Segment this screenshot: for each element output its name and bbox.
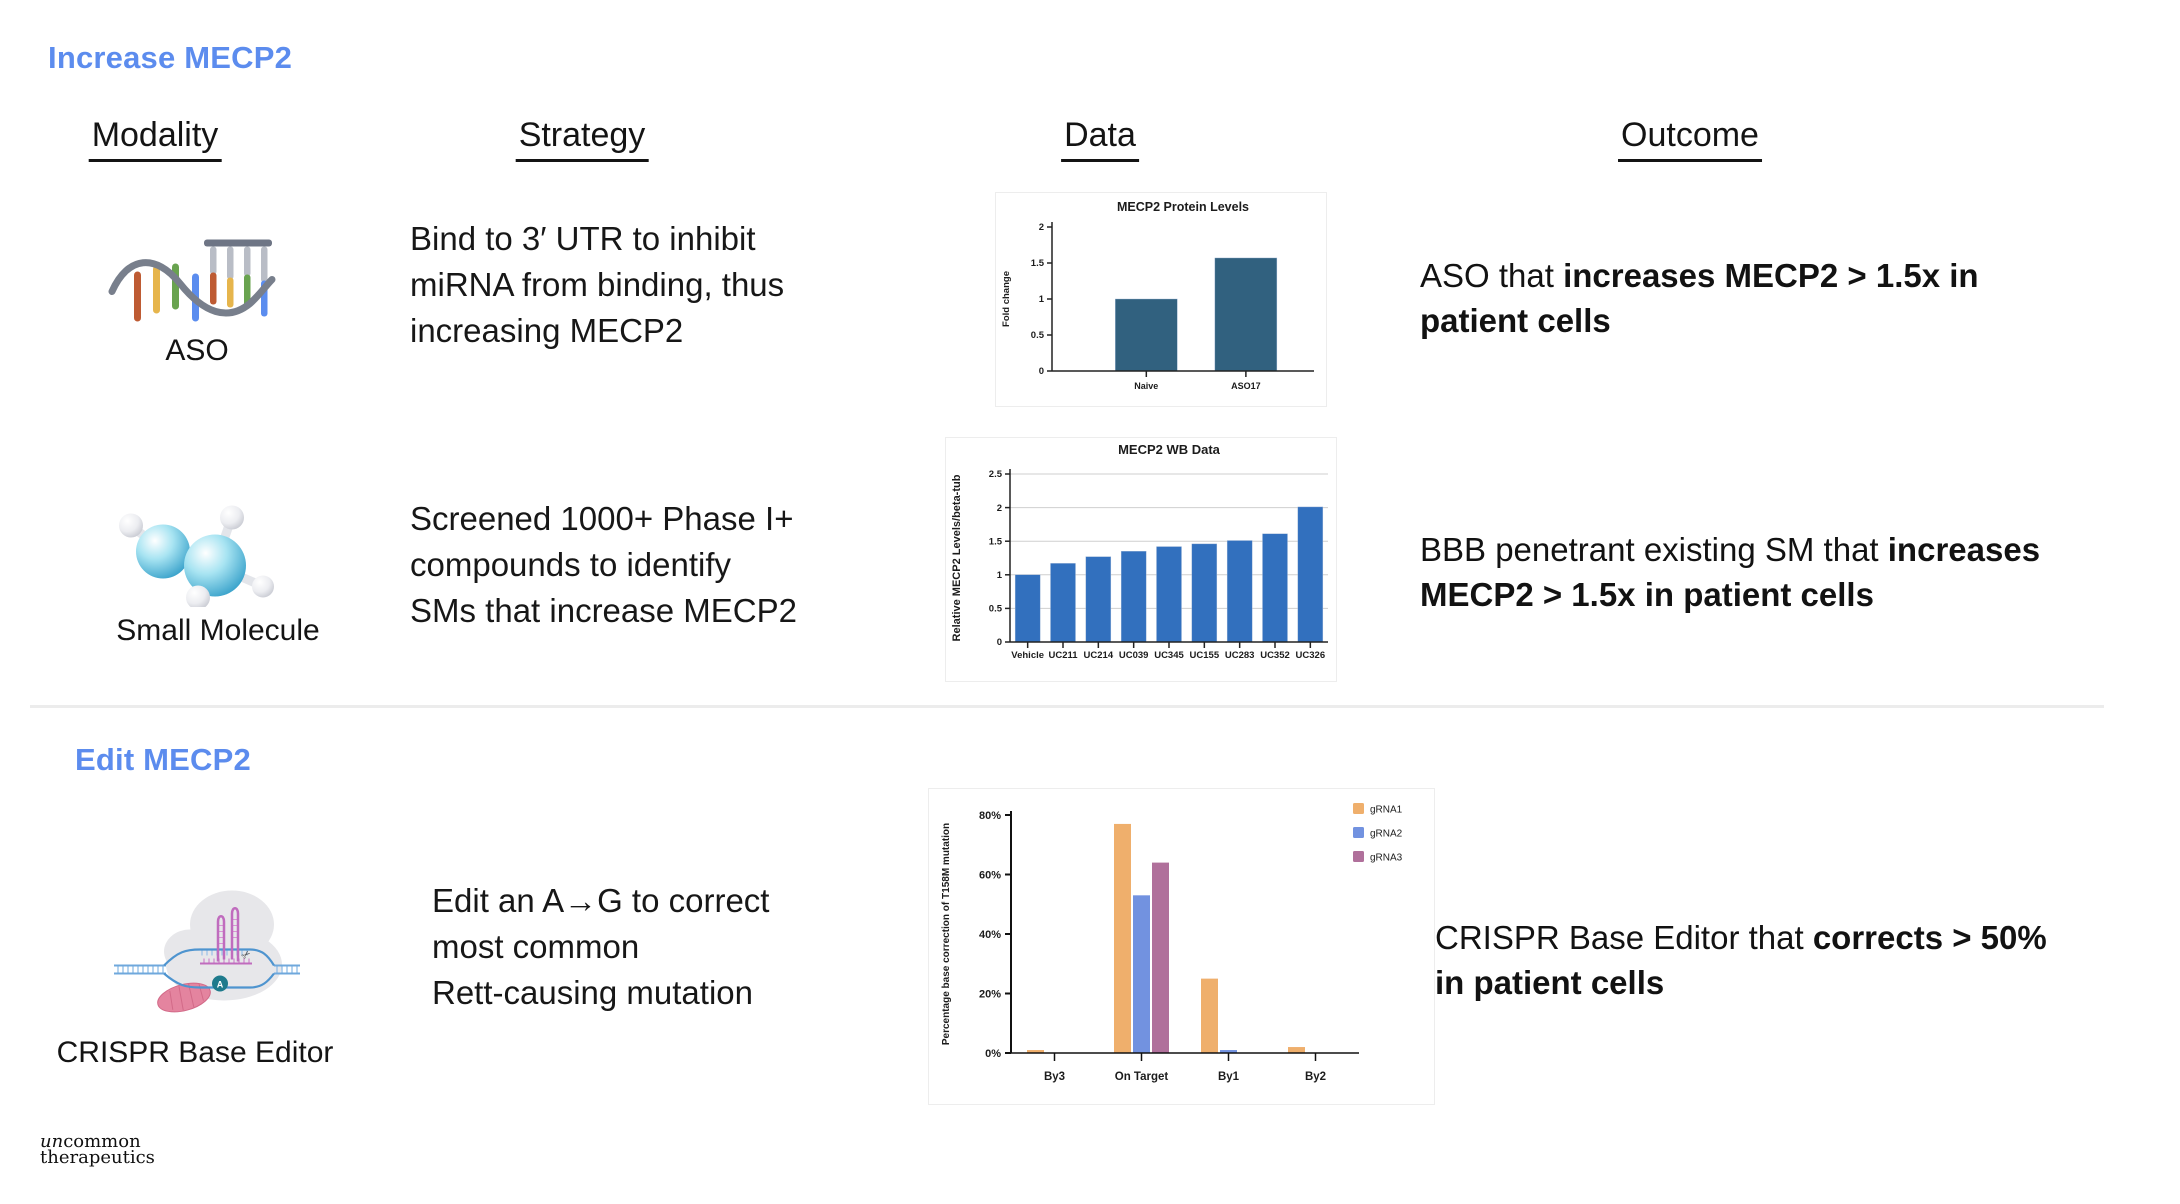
outcome-text-crispr: CRISPR Base Editor that corrects > 50% i… [1435,919,2047,1001]
logo-line-2: therapeutics [40,1147,155,1168]
outcome-text-small-molecule: BBB penetrant existing SM that increases… [1420,531,2041,613]
svg-text:A: A [217,980,224,990]
column-header-modality: Modality [88,116,222,162]
svg-text:0.5: 0.5 [989,604,1003,615]
chart-base-correction-t158m: 0% 20% 40% 60% 80% By3 On Target By1 By2 Percenta… [928,788,1435,1105]
modality-label-crispr-base-editor: CRISPR Base Editor [56,1036,334,1069]
svg-text:On Target: On Target [1115,1071,1169,1083]
company-logo: uncommon therapeutics [40,1131,155,1168]
section-divider [30,705,2104,708]
svg-text:1: 1 [997,570,1003,581]
svg-text:1: 1 [1039,294,1045,305]
svg-text:Relative MECP2 Levels/beta-tub: Relative MECP2 Levels/beta-tub [951,474,963,641]
svg-text:40%: 40% [979,929,1001,941]
chart-mecp2-wb-data: 0 0.5 1 1.5 2 2.5 Vehicle UC211 UC214 UC039 UC345 U… [945,437,1337,682]
svg-text:20%: 20% [979,988,1001,1000]
svg-text:UC283: UC283 [1225,650,1255,661]
svg-text:0.5: 0.5 [1031,330,1045,341]
svg-text:0: 0 [997,637,1002,648]
strategy-text-small-molecule: Screened 1000+ Phase I+ compounds to ide… [410,500,797,630]
svg-text:UC211: UC211 [1048,650,1078,661]
svg-text:2: 2 [997,503,1002,514]
section-title-edit-mecp2: Edit MECP2 [75,742,251,777]
svg-text:Fold change: Fold change [1001,271,1012,327]
modality-label-small-molecule: Small Molecule [116,614,320,647]
svg-text:2.5: 2.5 [989,469,1003,480]
crispr-base-editor-icon: ✂ A [114,890,300,1013]
svg-text:Vehicle: Vehicle [1011,650,1044,661]
aso-dna-icon [108,239,276,322]
logo-un: un [40,1131,64,1152]
svg-text:By1: By1 [1218,1071,1240,1083]
svg-text:1.5: 1.5 [1031,258,1045,269]
logo-line-1: uncommon [40,1131,155,1152]
svg-text:60%: 60% [979,869,1001,881]
svg-text:gRNA3: gRNA3 [1370,853,1403,864]
svg-text:0%: 0% [985,1048,1001,1060]
svg-text:By2: By2 [1305,1071,1326,1083]
svg-text:80%: 80% [979,810,1001,822]
logo-common: common [63,1131,141,1152]
svg-text:0: 0 [1039,366,1044,377]
svg-text:UC352: UC352 [1260,650,1290,661]
svg-text:MECP2 Protein Levels: MECP2 Protein Levels [1117,200,1249,214]
outcome-text-aso: ASO that increases MECP2 > 1.5x in patie… [1420,257,1979,339]
strategy-text-aso: Bind to 3′ UTR to inhibit miRNA from bin… [410,220,785,350]
svg-text:ASO17: ASO17 [1231,381,1261,391]
svg-text:1.5: 1.5 [989,536,1003,547]
section-title-increase-mecp2: Increase MECP2 [48,40,293,75]
svg-text:gRNA2: gRNA2 [1370,829,1403,840]
strategy-text-crispr: Edit an A→G to correct most common Rett-… [432,882,770,1012]
column-header-outcome: Outcome [1618,116,1762,162]
svg-text:UC345: UC345 [1154,650,1184,661]
svg-text:By3: By3 [1044,1071,1065,1083]
svg-text:MECP2 WB Data: MECP2 WB Data [1118,442,1221,457]
chart-mecp2-protein-levels: 0 0.5 1 1.5 2 Naive ASO17 MECP2 Protein Levels F… [995,192,1327,407]
svg-text:UC326: UC326 [1296,650,1326,661]
svg-text:Percentage base correction of: Percentage base correction of T158M muta… [941,823,952,1045]
svg-text:Naive: Naive [1134,381,1158,391]
svg-text:UC039: UC039 [1119,650,1149,661]
svg-text:UC214: UC214 [1084,650,1114,661]
small-molecule-icon [119,505,274,607]
column-header-strategy: Strategy [515,116,649,162]
svg-text:UC155: UC155 [1190,650,1220,661]
column-header-data: Data [1061,116,1139,162]
svg-text:gRNA1: gRNA1 [1370,805,1403,816]
modality-label-aso: ASO [165,334,229,367]
svg-text:2: 2 [1039,222,1044,233]
